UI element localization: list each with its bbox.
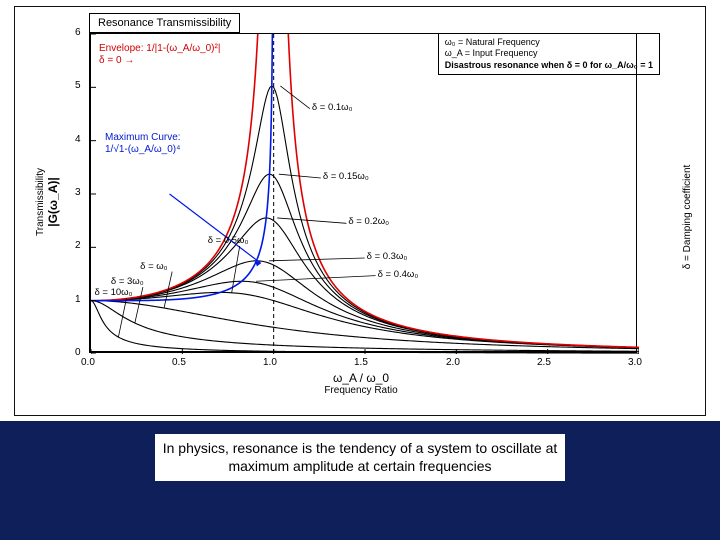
y2-axis-label: δ = Damping coefficient: [680, 117, 700, 317]
delta-annot: δ = 0.2ω₀: [348, 216, 389, 227]
delta-annot: δ = 10ω₀: [94, 287, 132, 298]
curves-svg: [91, 34, 639, 354]
caption: In physics, resonance is the tendency of…: [155, 434, 565, 481]
xtick-4: 2.0: [446, 357, 460, 368]
delta-annot: δ = 3ω₀: [111, 276, 144, 287]
ytick-0: 0: [75, 347, 81, 358]
xtick-2: 1.0: [263, 357, 277, 368]
chart-title: Resonance Transmissibility: [89, 13, 240, 33]
plot-area: [89, 33, 637, 353]
delta-annot: δ = ω₀: [140, 261, 167, 272]
svg-text:δ = Damping coefficient: δ = Damping coefficient: [682, 164, 693, 269]
ytick-4: 4: [75, 134, 81, 145]
delta-annot: δ = 0.4ω₀: [378, 269, 419, 280]
delta-annot: δ = 0.3ω₀: [367, 251, 408, 262]
xtick-3: 1.5: [354, 357, 368, 368]
ytick-2: 2: [75, 240, 81, 251]
xtick-1: 0.5: [172, 357, 186, 368]
xtick-0: 0.0: [81, 357, 95, 368]
x-axis-label: ω_A / ω_0 Frequency Ratio: [15, 371, 707, 397]
svg-text:Transmissibility: Transmissibility: [35, 168, 46, 236]
ytick-6: 6: [75, 27, 81, 38]
xtick-5: 2.5: [537, 357, 551, 368]
svg-text:|G(ω_A)|: |G(ω_A)|: [46, 177, 60, 227]
ytick-3: 3: [75, 187, 81, 198]
delta-annot: δ = 0.5ω₀: [208, 235, 249, 246]
ytick-5: 5: [75, 80, 81, 91]
ytick-1: 1: [75, 294, 81, 305]
delta-annot: δ = 0.1ω₀: [312, 102, 353, 113]
y-axis-label: Transmissibility |G(ω_A)|: [33, 117, 67, 287]
xtick-6: 3.0: [628, 357, 642, 368]
delta-annot: δ = 0.15ω₀: [323, 171, 369, 182]
chart-container: Resonance Transmissibility ω₀ = Natural …: [14, 6, 706, 416]
